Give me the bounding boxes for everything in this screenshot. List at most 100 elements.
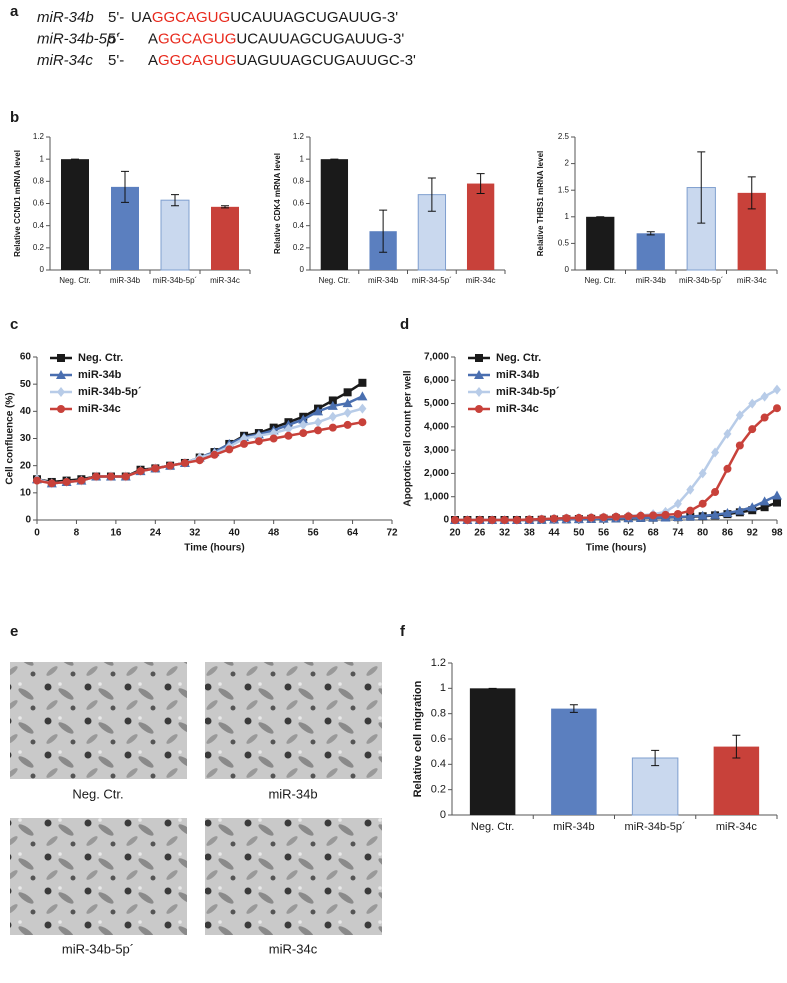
legend-label: miR-34c [496,403,539,415]
panel-label: d [400,316,409,333]
marker [299,419,308,430]
marker [723,428,732,439]
seq-tail: UCAUUAGCUGAUUG-3' [236,30,404,47]
marker [33,476,41,485]
marker [463,516,472,524]
y-axis-title: Relative CCND1 mRNA level [13,150,22,257]
x-tick-label: 20 [449,528,461,539]
y-tick-label: 1.2 [293,132,305,141]
y-tick-label: 0 [40,265,45,274]
marker [328,423,337,432]
x-tick-label: miR-34b-5p´ [625,821,686,833]
error-bar [476,173,485,195]
y-tick-label: 7,000 [424,352,449,363]
marker [673,498,682,509]
y-tick-label: 0 [300,265,305,274]
y-tick-label: 0.4 [293,221,305,230]
marker [106,472,115,481]
sequence: AGGCAGUGUCAUUAGCUGAUUG-3' [148,30,404,47]
marker [550,514,559,523]
marker [636,511,645,520]
bar [469,688,516,815]
marker [166,461,175,470]
y-tick-label: 5,000 [424,398,449,409]
bar [320,159,349,270]
marker [722,508,733,518]
error-bar [651,749,660,767]
legend-label: miR-34b [78,369,122,381]
marker [562,514,571,523]
marker [599,513,608,522]
x-tick-label: 72 [386,528,398,539]
image-caption: miR-34b [268,786,317,801]
image-caption: miR-34c [269,941,318,956]
marker [358,378,367,387]
x-tick-label: 56 [308,528,320,539]
marker [685,511,696,521]
x-tick-label: miR-34b [553,821,595,833]
error-bar [697,151,706,224]
marker [151,464,160,473]
seq-lead: A [148,30,158,47]
marker [475,405,483,413]
marker [57,387,65,397]
marker [314,426,323,435]
marker [710,509,721,519]
marker [357,391,368,401]
micrograph [205,662,382,779]
marker [773,404,781,413]
legend-label: miR-34b [496,369,540,381]
seq-tail: UCAUUAGCUGAUUG-3' [230,9,398,26]
marker [475,354,483,362]
mirna-name: miR-34b-5p´ [37,30,120,47]
x-tick-label: 44 [549,528,561,539]
bar [160,199,190,271]
marker [697,510,708,520]
x-tick-label: 26 [474,528,486,539]
y-axis-title: Relative THBS1 mRNA level [536,151,545,257]
legend-label: miR-34b-5p´ [78,386,142,398]
marker [512,516,521,524]
marker [284,431,293,440]
marker [747,502,758,512]
x-tick-label: 86 [722,528,734,539]
error-bar [171,194,179,207]
marker [748,425,757,434]
x-tick-label: 68 [648,528,660,539]
panel-label: c [10,316,18,333]
y-tick-label: 6,000 [424,375,449,386]
error-bar [569,704,578,713]
marker [77,476,86,485]
panel-label: b [10,109,19,126]
marker [475,387,483,397]
legend-label: miR-34b-5p´ [496,386,560,398]
marker [488,516,497,524]
x-tick-label: 56 [598,528,610,539]
marker [121,472,130,481]
y-tick-label: 0.8 [33,176,45,185]
y-tick-label: 0 [443,515,449,526]
marker [759,496,770,506]
x-tick-label: 50 [573,528,585,539]
image-caption: Neg. Ctr. [72,786,123,801]
sequence: UAGGCAGUGUCAUUAGCUGAUUG-3' [131,9,398,26]
x-tick-label: 62 [623,528,635,539]
bar [61,159,89,270]
seed-region: GGCAGUG [152,9,230,26]
y-tick-label: 0.5 [558,239,570,248]
marker [451,516,459,524]
marker [195,456,204,465]
marker [284,423,293,434]
y-tick-label: 0 [565,265,570,274]
marker [735,441,744,450]
x-tick-label: Neg. Ctr. [59,276,91,285]
marker [649,511,658,520]
marker [525,515,534,524]
x-tick-label: miR-34c [737,276,767,285]
micrograph [10,818,187,935]
x-axis-title: Time (hours) [586,543,646,554]
y-tick-label: 1 [40,154,45,163]
marker [475,516,484,524]
marker [328,411,337,422]
x-tick-label: 38 [524,528,536,539]
